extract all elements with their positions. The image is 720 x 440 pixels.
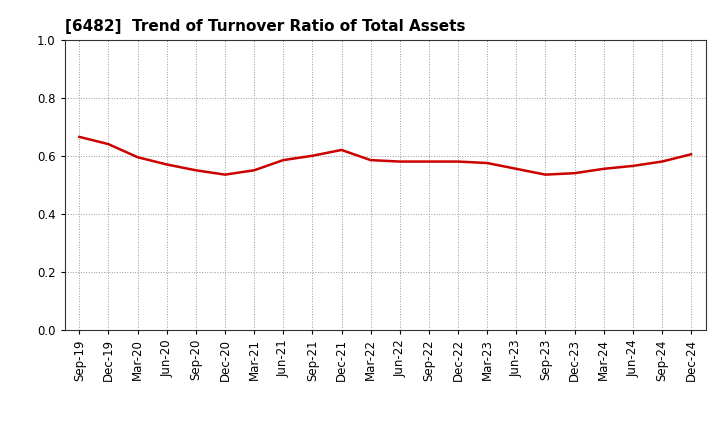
Text: [6482]  Trend of Turnover Ratio of Total Assets: [6482] Trend of Turnover Ratio of Total … (65, 19, 465, 34)
